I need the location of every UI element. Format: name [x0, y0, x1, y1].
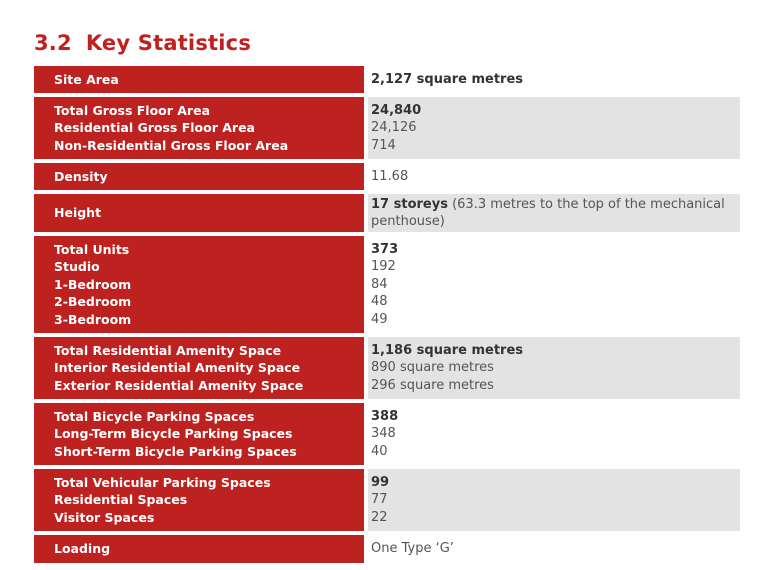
table-row: Total Gross Floor Area Residential Gross… [34, 97, 740, 159]
height-note: (63.3 metres to the top of the mechanica… [371, 196, 725, 230]
row-value: 22 [371, 509, 388, 525]
row-value: 24,840 [371, 102, 422, 118]
row-value-cell: 373 192 84 48 49 [368, 236, 740, 333]
table-row: Total Units Studio 1-Bedroom 2-Bedroom 3… [34, 236, 740, 333]
row-value: 2,127 square metres [371, 71, 524, 87]
row-label-cell: Total Residential Amenity Space Interior… [34, 337, 364, 399]
row-value: 296 square metres [371, 377, 494, 393]
row-label: 1-Bedroom [54, 276, 132, 292]
table-row: Loading One Type ‘G’ [34, 535, 740, 563]
section-title: Key Statistics [85, 31, 252, 55]
row-value: 11.68 [371, 168, 409, 184]
row-label: Total Gross Floor Area [54, 102, 211, 118]
row-label-cell: Density [34, 163, 364, 190]
row-value: 84 [371, 276, 388, 292]
row-label: Non-Residential Gross Floor Area [54, 137, 289, 153]
row-value: One Type ‘G’ [371, 541, 454, 557]
row-value: 77 [371, 492, 388, 508]
row-label: 2-Bedroom [54, 294, 132, 310]
row-value: 24,126 [371, 120, 417, 136]
row-label-cell: Total Gross Floor Area Residential Gross… [34, 97, 364, 159]
row-value: 1,186 square metres [371, 342, 524, 358]
row-label: Visitor Spaces [54, 509, 155, 525]
row-value-cell: 1,186 square metres 890 square metres 29… [368, 337, 740, 399]
row-label: Interior Residential Amenity Space [54, 360, 301, 376]
row-value-cell: 388 348 40 [368, 403, 740, 465]
row-value-cell: 2,127 square metres [368, 66, 740, 93]
row-label-cell: Total Units Studio 1-Bedroom 2-Bedroom 3… [34, 236, 364, 333]
row-value-cell: 24,840 24,126 714 [368, 97, 740, 159]
row-label-cell: Total Bicycle Parking Spaces Long-Term B… [34, 403, 364, 465]
row-label-cell: Total Vehicular Parking Spaces Residenti… [34, 469, 364, 531]
row-label: Long-Term Bicycle Parking Spaces [54, 426, 293, 442]
row-value: 373 [371, 241, 399, 257]
table-row: Total Residential Amenity Space Interior… [34, 337, 740, 399]
row-label: Total Units [54, 241, 130, 257]
row-value: 99 [371, 474, 390, 490]
row-value: 388 [371, 408, 399, 424]
row-value: 890 square metres [371, 360, 494, 376]
row-label: Total Residential Amenity Space [54, 342, 282, 358]
row-label: Total Vehicular Parking Spaces [54, 474, 271, 490]
row-label: Site Area [54, 71, 119, 87]
row-value-cell: 99 77 22 [368, 469, 740, 531]
row-value-cell: 17 storeys (63.3 metres to the top of th… [368, 194, 740, 232]
row-value: 348 [371, 426, 396, 442]
table-row: Site Area 2,127 square metres [34, 66, 740, 93]
section-heading: 3.2 Key Statistics [34, 31, 251, 55]
row-value: 17 storeys (63.3 metres to the top of th… [371, 196, 740, 231]
row-value: 49 [371, 311, 388, 327]
table-row: Total Vehicular Parking Spaces Residenti… [34, 469, 740, 531]
row-label: Loading [54, 541, 111, 557]
row-value-cell: One Type ‘G’ [368, 535, 740, 563]
row-value: 48 [371, 294, 388, 310]
row-label-cell: Height [34, 194, 364, 232]
row-label: 3-Bedroom [54, 311, 132, 327]
row-label: Residential Gross Floor Area [54, 120, 255, 136]
table-row: Density 11.68 [34, 163, 740, 190]
row-value-cell: 11.68 [368, 163, 740, 190]
row-value: 192 [371, 259, 396, 275]
row-label-cell: Site Area [34, 66, 364, 93]
table-row: Height 17 storeys (63.3 metres to the to… [34, 194, 740, 232]
row-value: 714 [371, 137, 396, 153]
height-storeys: 17 storeys [371, 196, 448, 212]
row-label-cell: Loading [34, 535, 364, 563]
row-label: Height [54, 205, 102, 221]
row-value: 40 [371, 443, 388, 459]
key-statistics-table: Site Area 2,127 square metres Total Gros… [34, 66, 740, 567]
row-label: Density [54, 168, 108, 184]
row-label: Total Bicycle Parking Spaces [54, 408, 255, 424]
row-label: Studio [54, 259, 100, 275]
row-label: Residential Spaces [54, 492, 188, 508]
section-number: 3.2 [34, 31, 72, 55]
table-row: Total Bicycle Parking Spaces Long-Term B… [34, 403, 740, 465]
row-label: Short-Term Bicycle Parking Spaces [54, 443, 297, 459]
row-label: Exterior Residential Amenity Space [54, 377, 304, 393]
